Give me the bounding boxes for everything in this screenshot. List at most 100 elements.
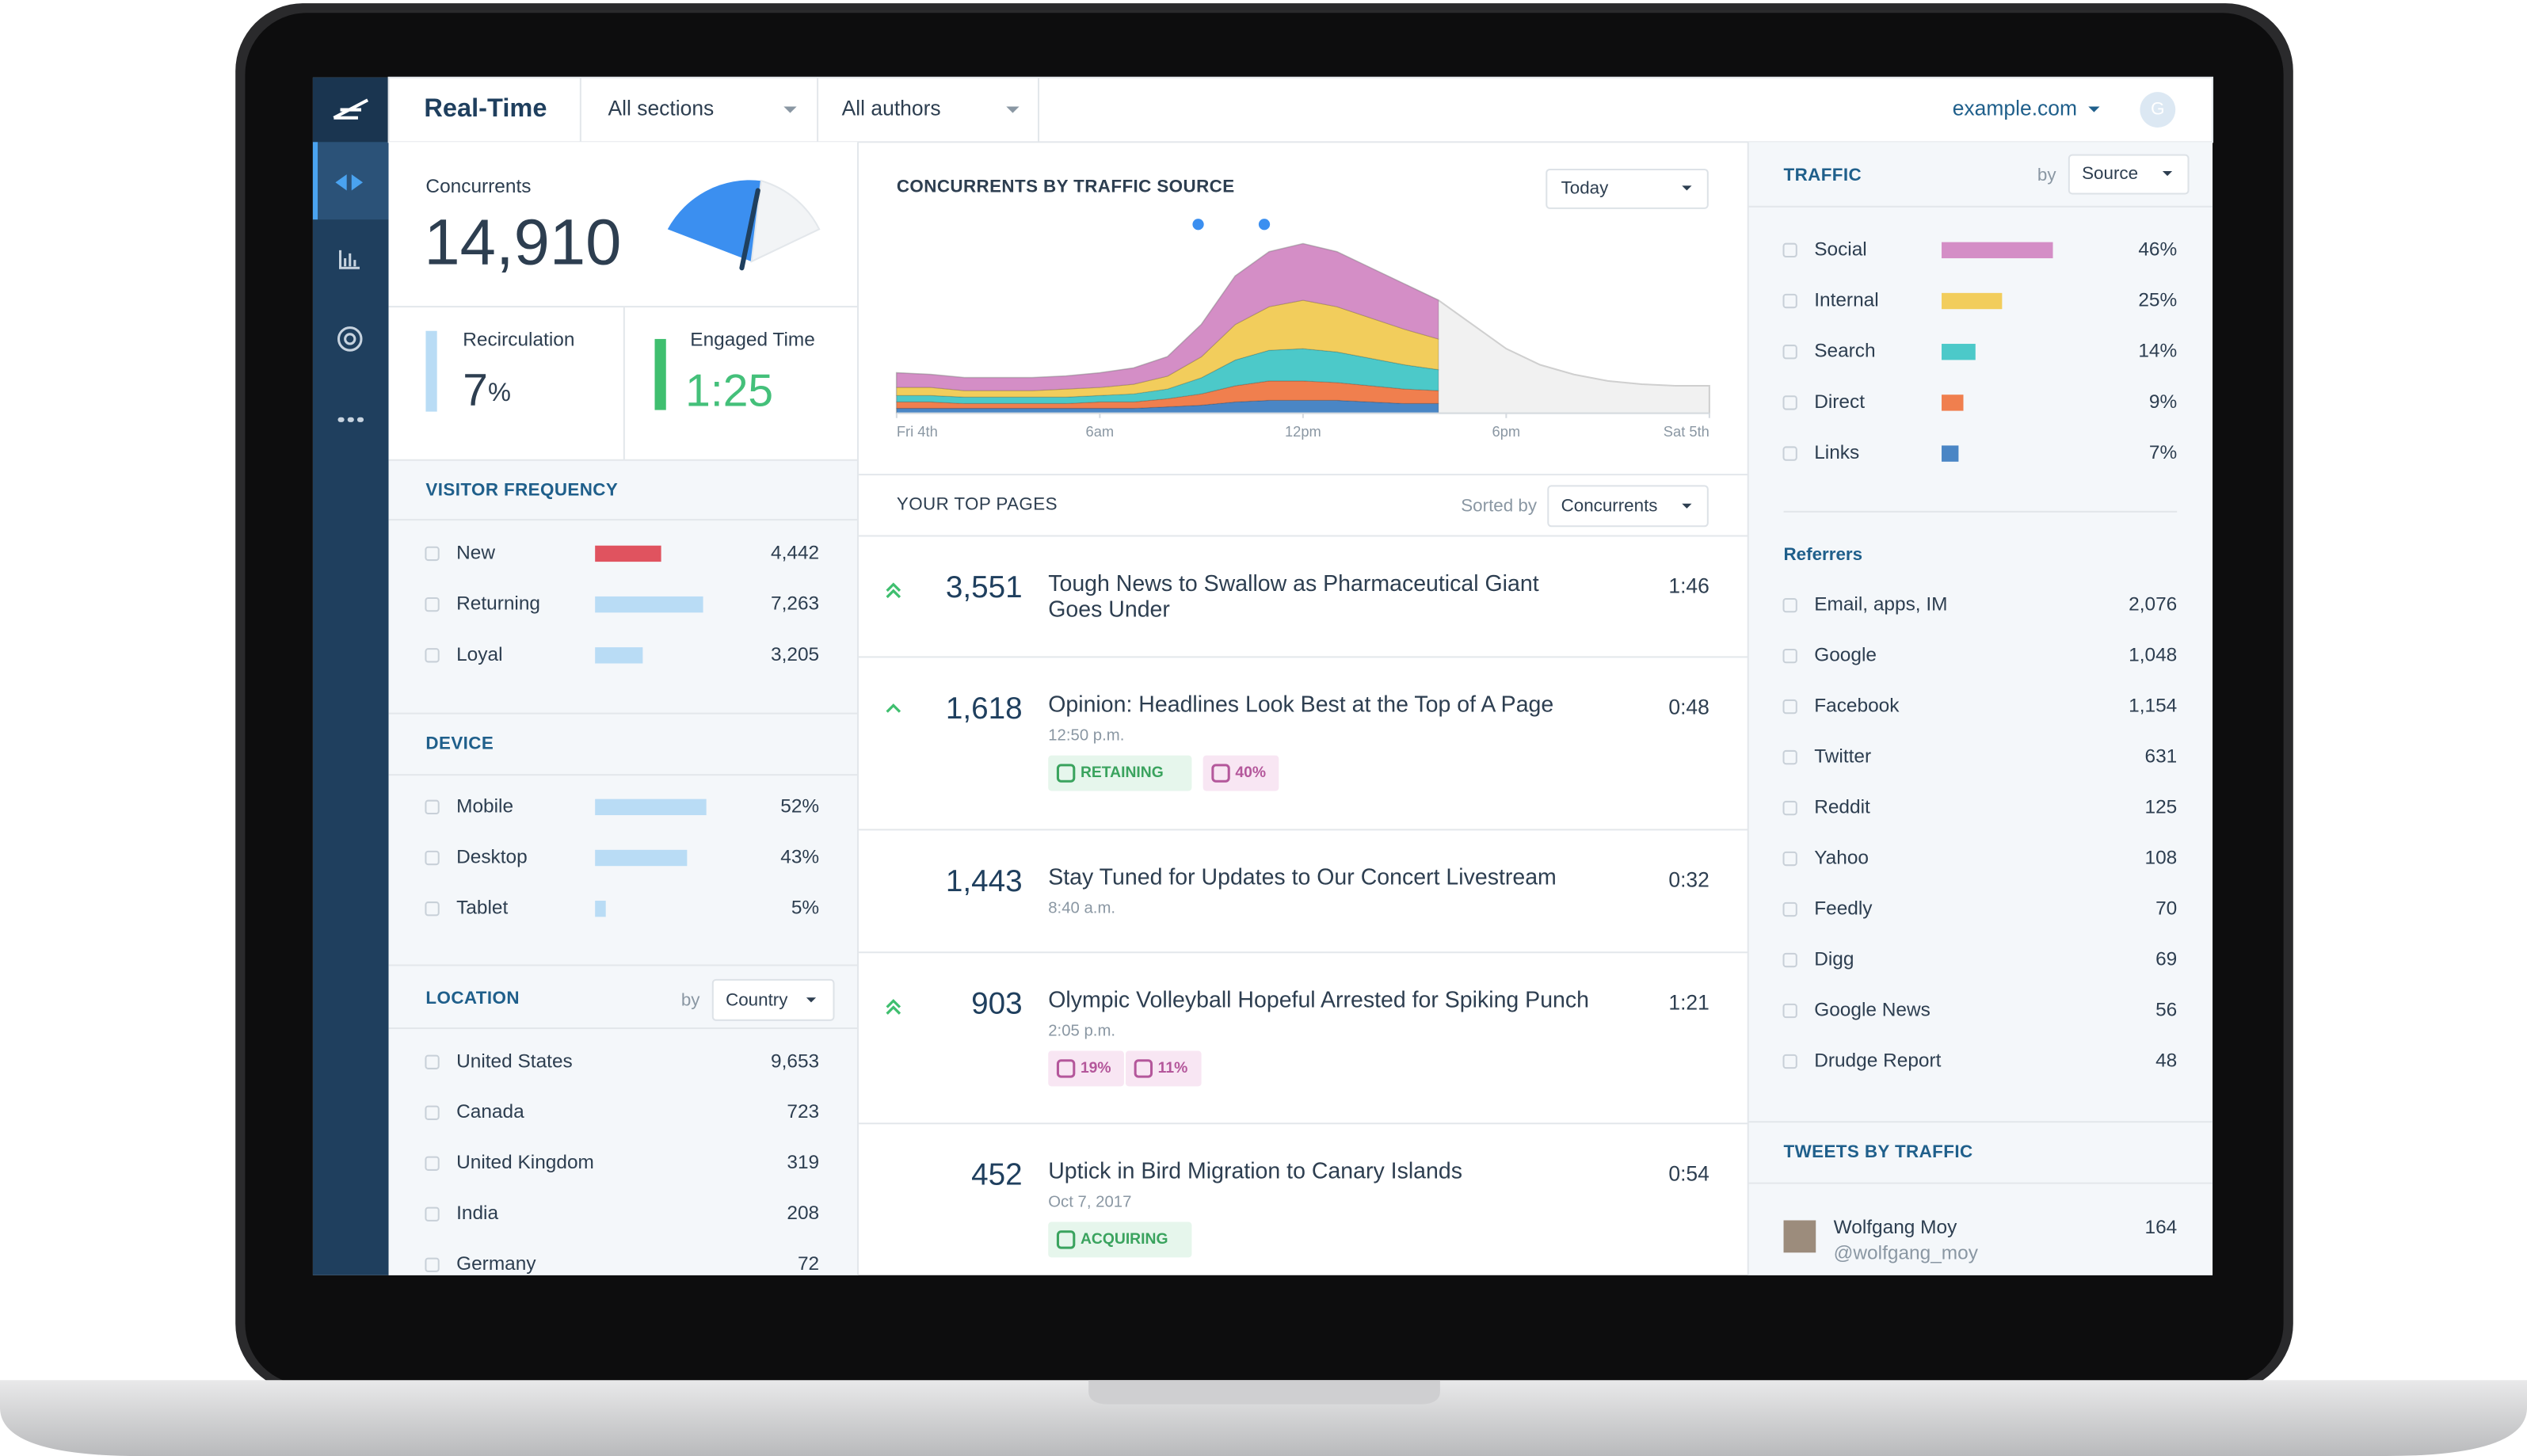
event-marker[interactable] bbox=[1258, 219, 1271, 231]
checkbox[interactable] bbox=[425, 1257, 440, 1272]
row-label: Germany bbox=[456, 1253, 536, 1275]
checkbox[interactable] bbox=[1782, 648, 1797, 664]
engaged-label: Engaged Time bbox=[690, 329, 815, 350]
checkbox[interactable] bbox=[425, 1156, 440, 1171]
chart-title: CONCURRENTS BY TRAFFIC SOURCE bbox=[897, 176, 1235, 196]
checkbox[interactable] bbox=[1782, 901, 1797, 917]
row-value: 48 bbox=[2155, 1050, 2177, 1071]
authors-filter[interactable]: All authors bbox=[842, 97, 941, 120]
row-label: Canada bbox=[456, 1101, 524, 1122]
row-value: 46% bbox=[2138, 238, 2177, 260]
row-label: United States bbox=[456, 1050, 573, 1072]
dropdown[interactable] bbox=[2068, 154, 2190, 195]
dropdown-label: Today bbox=[1561, 177, 1610, 197]
nav-goals-inner bbox=[344, 333, 356, 345]
checkbox[interactable] bbox=[1782, 749, 1797, 765]
page-count: 1,618 bbox=[946, 692, 1023, 726]
page-title[interactable]: Uptick in Bird Migration to Canary Islan… bbox=[1048, 1157, 1462, 1183]
badge-icon bbox=[1056, 1230, 1076, 1249]
nav-reports[interactable] bbox=[339, 250, 360, 269]
x-tick-label: 12pm bbox=[1285, 423, 1321, 440]
row-value: 52% bbox=[780, 795, 819, 817]
badge-label: RETAINING bbox=[1081, 764, 1164, 781]
page-subtitle: 8:40 a.m. bbox=[1048, 900, 1115, 917]
checkbox[interactable] bbox=[425, 1105, 440, 1120]
checkbox[interactable] bbox=[425, 901, 440, 917]
site-selector[interactable]: example.com bbox=[1953, 97, 2077, 120]
page-time: 1:46 bbox=[1668, 574, 1709, 598]
checkbox[interactable] bbox=[425, 799, 440, 815]
checkbox[interactable] bbox=[425, 648, 440, 663]
checkbox[interactable] bbox=[1782, 242, 1797, 258]
row-value: 1,154 bbox=[2129, 696, 2177, 717]
laptop-base bbox=[0, 1380, 2527, 1456]
tweet-value: 164 bbox=[2144, 1217, 2177, 1238]
event-marker[interactable] bbox=[1192, 219, 1204, 231]
badge-icon bbox=[1056, 1059, 1076, 1078]
badge-icon bbox=[1056, 764, 1076, 783]
row-label: Desktop bbox=[456, 846, 528, 867]
badge-icon bbox=[1211, 764, 1230, 783]
badge-label: 40% bbox=[1235, 764, 1266, 781]
checkbox[interactable] bbox=[425, 546, 440, 562]
nav-realtime[interactable] bbox=[312, 142, 389, 220]
row-value: 723 bbox=[787, 1101, 819, 1122]
row-label: Social bbox=[1814, 238, 1867, 260]
nav-goals[interactable] bbox=[337, 326, 363, 352]
checkbox[interactable] bbox=[425, 850, 440, 866]
row-value: 56 bbox=[2155, 999, 2177, 1020]
section-title: TWEETS BY TRAFFIC bbox=[1784, 1142, 1973, 1161]
dropdown[interactable] bbox=[1546, 168, 1709, 209]
header bbox=[387, 76, 2214, 143]
trend-icon bbox=[886, 703, 901, 713]
checkbox[interactable] bbox=[1782, 395, 1797, 410]
checkbox[interactable] bbox=[1782, 851, 1797, 867]
row-value: 43% bbox=[780, 846, 819, 867]
row-label: Reddit bbox=[1814, 797, 1870, 818]
bar bbox=[595, 901, 606, 917]
checkbox[interactable] bbox=[425, 1206, 440, 1222]
checkbox[interactable] bbox=[425, 597, 440, 612]
checkbox[interactable] bbox=[425, 1054, 440, 1069]
area bbox=[896, 243, 1439, 391]
gauge-needle bbox=[739, 188, 760, 271]
page-subtitle: 2:05 p.m. bbox=[1048, 1022, 1115, 1039]
checkbox[interactable] bbox=[1782, 1003, 1797, 1019]
page-count: 3,551 bbox=[946, 570, 1023, 604]
checkbox[interactable] bbox=[1782, 597, 1797, 613]
row-value: 70 bbox=[2155, 898, 2177, 919]
section-title: LOCATION bbox=[425, 988, 519, 1008]
checkbox[interactable] bbox=[1782, 1054, 1797, 1069]
checkbox[interactable] bbox=[1782, 699, 1797, 715]
row-label: Feedly bbox=[1814, 898, 1873, 919]
checkbox[interactable] bbox=[1782, 952, 1797, 968]
sections-filter[interactable]: All sections bbox=[608, 97, 714, 120]
dropdown[interactable] bbox=[711, 978, 835, 1021]
gauge-rest bbox=[750, 179, 821, 263]
checkbox[interactable] bbox=[1782, 293, 1797, 309]
page-time: 0:32 bbox=[1668, 868, 1709, 892]
x-tick-label: 6pm bbox=[1492, 423, 1521, 440]
row-value: 3,205 bbox=[771, 644, 819, 665]
row-value: 9,653 bbox=[771, 1050, 819, 1072]
avatar[interactable] bbox=[2140, 92, 2176, 128]
page-title[interactable]: Opinion: Headlines Look Best at the Top … bbox=[1048, 691, 1554, 717]
sorted-label: Sorted by bbox=[1461, 496, 1538, 516]
badge-icon bbox=[1134, 1059, 1153, 1078]
bar bbox=[1942, 344, 1976, 360]
badge-label: 19% bbox=[1081, 1059, 1111, 1077]
page-title[interactable]: Olympic Volleyball Hopeful Arrested for … bbox=[1048, 986, 1590, 1012]
checkbox[interactable] bbox=[1782, 800, 1797, 816]
row-label: New bbox=[456, 542, 495, 563]
page-title[interactable]: Tough News to Swallow as Pharmaceutical … bbox=[1048, 570, 1539, 622]
dropdown[interactable] bbox=[1547, 485, 1709, 528]
checkbox[interactable] bbox=[1782, 446, 1797, 461]
row-label: Tablet bbox=[456, 898, 508, 919]
row-value: 7,263 bbox=[771, 593, 819, 615]
page-title[interactable]: Stay Tuned for Updates to Our Concert Li… bbox=[1048, 863, 1557, 890]
gauge-fill bbox=[667, 180, 761, 262]
by-label: by bbox=[2037, 165, 2056, 185]
x-tick-label: Fri 4th bbox=[897, 423, 938, 440]
row-value: 9% bbox=[2149, 391, 2177, 413]
checkbox[interactable] bbox=[1782, 345, 1797, 360]
